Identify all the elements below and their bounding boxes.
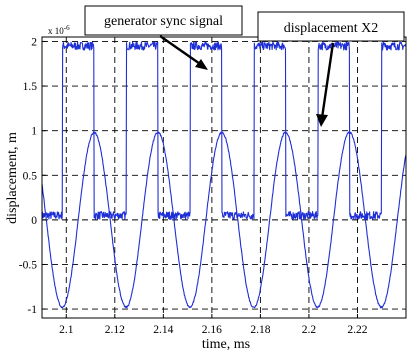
- annotation-sync-arrow: [159, 35, 204, 67]
- ticks: 2.1 2.12 2.14 2.16 2.18 2.2 2.22 -1 -0.5 0 0.5 1 1.5…: [19, 36, 368, 336]
- annotation-displacement-arrowhead: [316, 114, 328, 127]
- x-tick-label: 2.12: [105, 324, 125, 336]
- annotation-displacement-arrow: [320, 42, 335, 119]
- annotation-displacement-text: displacement X2: [284, 21, 378, 36]
- annotation-displacement-box: [257, 11, 405, 42]
- annotation-sync: generator sync signal: [84, 5, 243, 70]
- grid: [42, 37, 406, 318]
- y-exponent-label: x 10-6: [48, 24, 70, 36]
- y-tick-label: 0.5: [23, 170, 38, 182]
- series-displacement-line: [41, 131, 407, 309]
- annotation-sync-arrowhead: [195, 59, 208, 70]
- y-tick-label: 1: [31, 126, 37, 138]
- x-tick-label: 2.22: [347, 324, 367, 336]
- plot-area-frame: [41, 36, 407, 319]
- annotation-sync-box: [84, 5, 243, 36]
- x-tick-label: 2.2: [302, 324, 317, 336]
- y-tick-label: -0.5: [19, 259, 37, 271]
- y-axis-label: displacement, m: [5, 132, 20, 224]
- y-tick-label: -1: [27, 304, 37, 316]
- annotation-sync-text: generator sync signal: [104, 14, 223, 29]
- x-tick-label: 2.18: [250, 324, 270, 336]
- y-tick-label: 2: [31, 36, 37, 48]
- x-axis-label: time, ms: [202, 337, 250, 352]
- x-tick-label: 2.16: [202, 324, 222, 336]
- x-tick-label: 2.1: [59, 324, 74, 336]
- y-tick-label: 1.5: [23, 81, 38, 93]
- x-tick-label: 2.14: [153, 324, 173, 336]
- y-tick-label: 0: [31, 215, 37, 227]
- series-sync-line: [41, 41, 407, 220]
- annotation-displacement: displacement X2: [257, 11, 405, 127]
- series-layer: [41, 41, 407, 309]
